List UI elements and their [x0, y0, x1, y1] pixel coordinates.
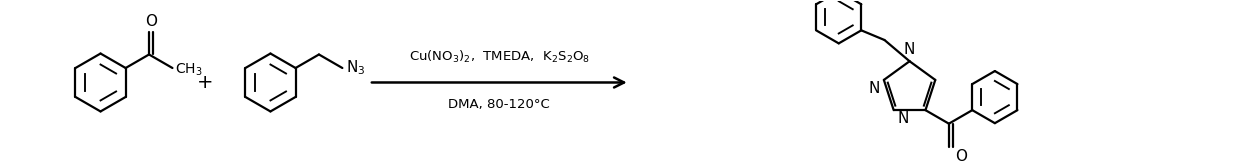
- Text: Cu(NO$_3$)$_2$,  TMEDA,  K$_2$S$_2$O$_8$: Cu(NO$_3$)$_2$, TMEDA, K$_2$S$_2$O$_8$: [408, 49, 590, 65]
- Text: DMA, 80-120°C: DMA, 80-120°C: [448, 98, 550, 111]
- Text: +: +: [197, 73, 213, 92]
- Text: CH$_3$: CH$_3$: [176, 62, 203, 78]
- Text: N: N: [868, 81, 880, 96]
- Text: O: O: [955, 149, 966, 164]
- Text: N: N: [904, 42, 915, 57]
- Text: O: O: [145, 14, 157, 29]
- Text: N: N: [898, 111, 909, 126]
- Text: N$_3$: N$_3$: [346, 59, 366, 77]
